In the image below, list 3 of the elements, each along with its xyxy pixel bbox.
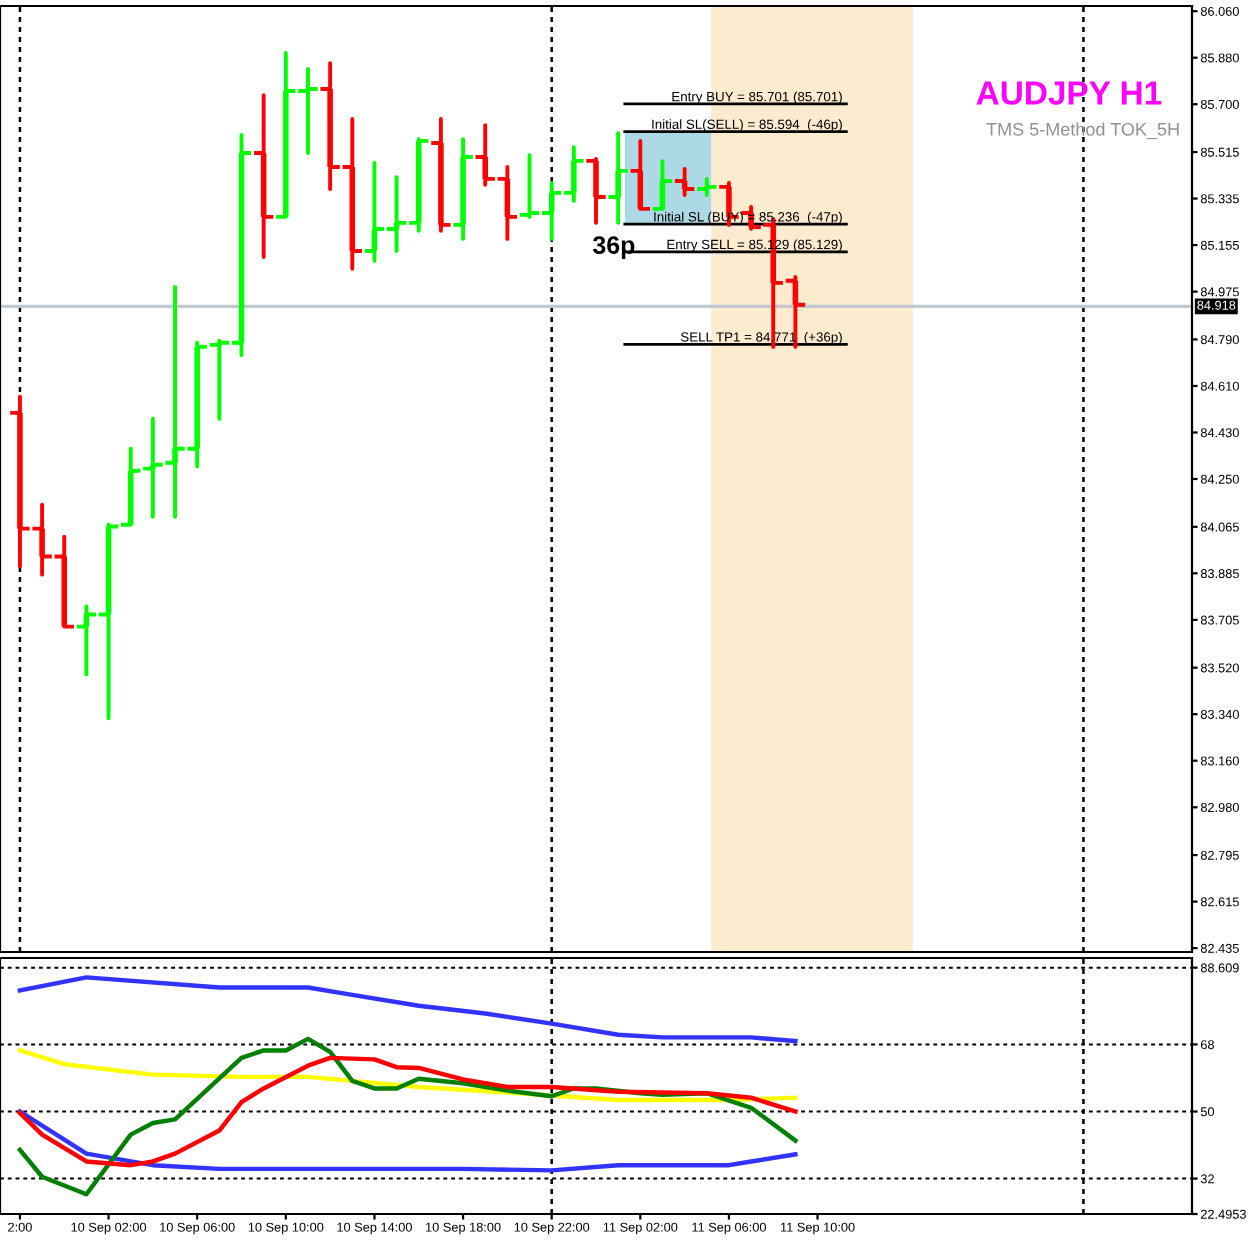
text: TMS 5-Method TOK_5H (986, 122, 1179, 140)
text: AUDJPY H1 (976, 81, 1162, 105)
annotation: 36p (592, 236, 635, 259)
